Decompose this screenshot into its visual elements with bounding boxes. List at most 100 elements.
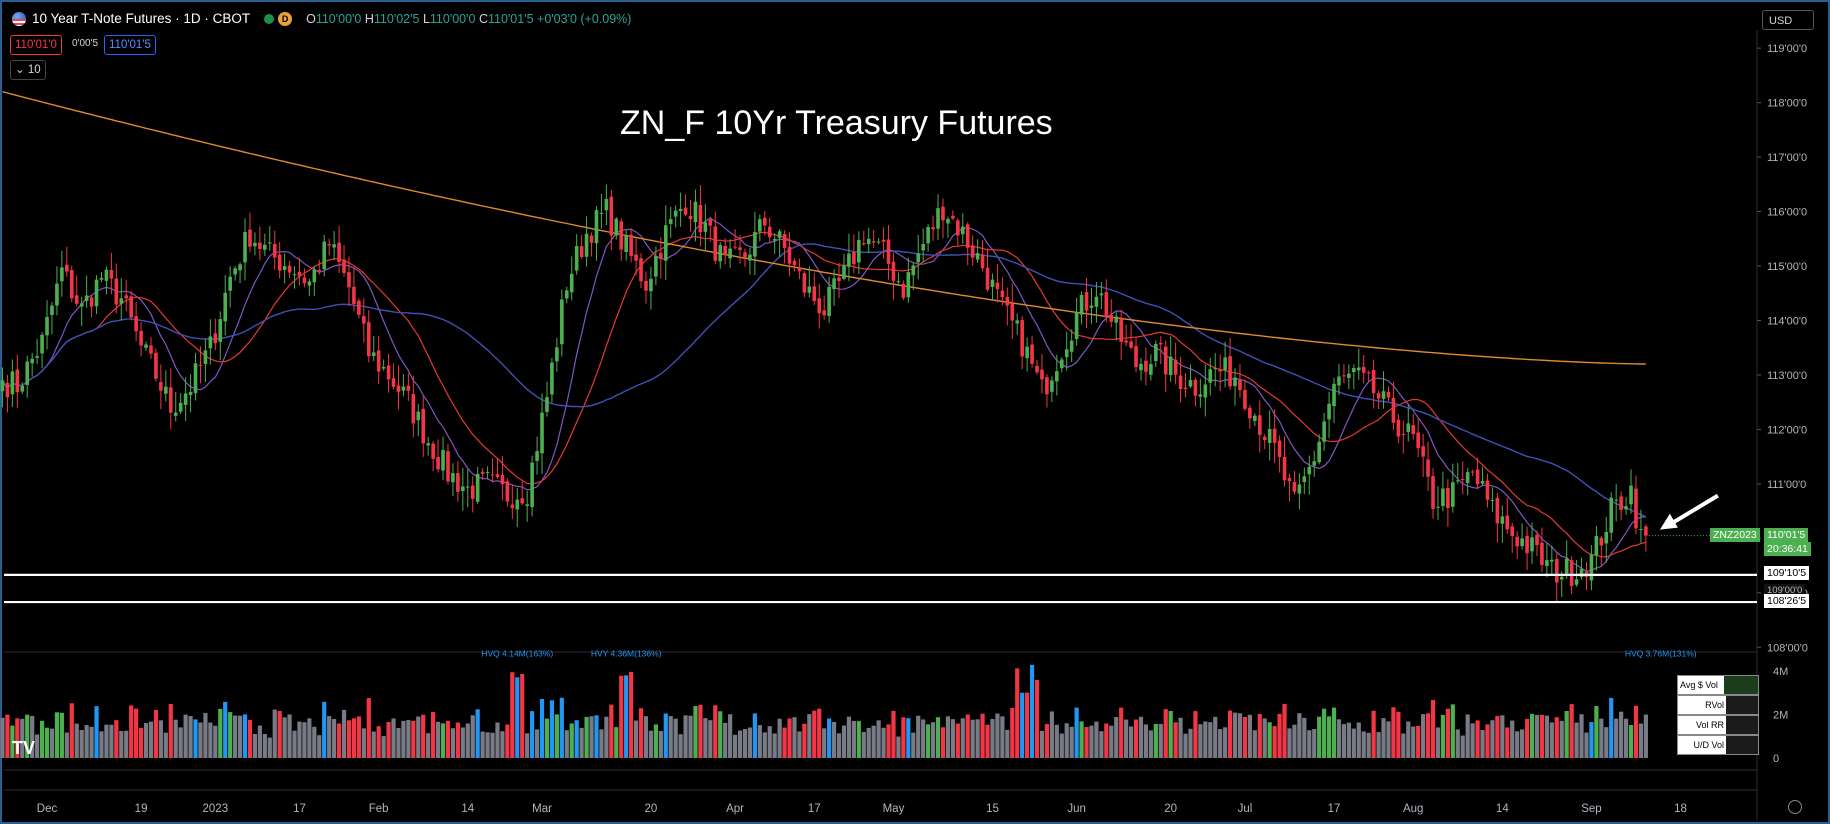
volume-bar: [327, 716, 332, 758]
volume-bar: [1485, 724, 1490, 758]
price-tick-label: 117'00'0: [1767, 152, 1807, 164]
volume-bar: [777, 718, 782, 758]
volume-bar: [381, 736, 386, 758]
candle-body: [1253, 415, 1257, 421]
stats-row: Vol RR: [1677, 715, 1759, 735]
volume-bar: [886, 724, 891, 758]
sell-price-button[interactable]: 110'01'0: [10, 35, 62, 55]
volume-bar: [703, 718, 708, 758]
candle-body: [708, 219, 713, 226]
volume-bar: [1351, 728, 1356, 758]
horizontal-levels[interactable]: [4, 535, 1757, 604]
candle-body: [1644, 526, 1648, 536]
candle-body: [485, 472, 490, 474]
candle-body: [45, 316, 49, 336]
candle-body: [639, 258, 643, 282]
candle-body: [1055, 371, 1059, 382]
volume-bar: [64, 732, 69, 758]
candle-body: [1203, 384, 1208, 398]
volume-bar: [396, 728, 401, 758]
volume-bar: [990, 719, 995, 758]
volume-bar: [510, 672, 515, 758]
candle-body: [1228, 356, 1232, 387]
candle-body: [758, 219, 762, 232]
stats-row: U/D Vol: [1677, 735, 1759, 755]
candle-body: [678, 208, 683, 211]
volume-bar: [1039, 730, 1045, 758]
candle-body: [168, 387, 173, 413]
volume-bar: [431, 712, 436, 758]
volume-bar: [1069, 726, 1074, 758]
candle-body: [980, 254, 985, 269]
candle-body: [1342, 375, 1346, 377]
volume-bar: [648, 730, 654, 758]
candle-body: [218, 319, 223, 342]
volume-annotation: HVQ 3.76M(131%): [1625, 648, 1697, 658]
volume-bar: [1614, 718, 1619, 758]
candle-body: [659, 252, 663, 260]
candle-body: [1599, 537, 1604, 546]
volume-bar: [1564, 711, 1569, 758]
volume-bar: [1495, 715, 1500, 758]
volume-bar: [1158, 723, 1163, 758]
candle-body: [1446, 487, 1450, 508]
volume-bar: [807, 714, 812, 758]
volume-bar: [228, 712, 233, 758]
candle-body: [1564, 558, 1569, 574]
candle-body: [926, 227, 930, 244]
candle-body: [332, 244, 336, 248]
volume-bar: [792, 717, 797, 758]
candle-body: [1614, 499, 1618, 501]
volume-bar: [1381, 718, 1386, 758]
volume-bar: [39, 720, 45, 758]
candle-body: [614, 218, 619, 236]
volume-bar: [198, 722, 203, 758]
candle-body: [461, 486, 465, 492]
candle-body: [525, 504, 529, 506]
currency-select[interactable]: USD: [1762, 10, 1814, 30]
candle-body: [1332, 383, 1336, 407]
volume-bar: [812, 710, 817, 758]
indicator-toggle[interactable]: ⌄ 10: [10, 60, 46, 80]
volume-bar: [1440, 714, 1446, 758]
level-label-upper: 109'10'5: [1764, 566, 1810, 580]
volume-bar: [1282, 703, 1287, 758]
candle-body: [748, 254, 752, 261]
volume-bar: [10, 725, 15, 758]
candle-body: [683, 207, 688, 215]
volume-bar: [827, 718, 832, 758]
volume-bar: [69, 703, 74, 758]
volume-bar: [1475, 720, 1480, 758]
price-tick-label: 115'00'0: [1767, 261, 1807, 273]
volume-bar: [411, 720, 416, 758]
candle-body: [871, 241, 876, 243]
volume-bar: [233, 715, 238, 758]
buy-price-button[interactable]: 110'01'5: [104, 35, 156, 55]
candle-body: [406, 385, 411, 391]
volume-bar: [1361, 731, 1366, 758]
chart-header: 10 Year T-Note Futures · 1D · CBOT D O11…: [12, 11, 631, 26]
candle-body: [965, 224, 970, 248]
stats-row: Avg $ Vol: [1677, 675, 1759, 695]
candle-body: [1149, 363, 1153, 375]
candle-body: [1535, 534, 1539, 546]
volume-bar: [1346, 722, 1351, 758]
candle-body: [975, 253, 980, 260]
volume-bar: [653, 724, 658, 758]
candle-body: [451, 473, 455, 483]
volume-bar: [148, 721, 154, 758]
candle-body: [144, 344, 148, 348]
settings-gear-icon[interactable]: [1788, 800, 1802, 814]
ohlc-readout: O110'00'0 H110'02'5 L110'00'0 C110'01'5 …: [306, 11, 632, 26]
symbol-title[interactable]: 10 Year T-Note Futures · 1D · CBOT: [32, 11, 251, 26]
volume-bar: [406, 720, 411, 758]
volume-bar: [668, 716, 673, 758]
candle-body: [312, 269, 317, 283]
volume-bar: [1638, 723, 1644, 758]
volume-bar: [1619, 711, 1624, 758]
volume-bar: [421, 714, 426, 758]
candles[interactable]: [0, 184, 1648, 602]
candle-body: [208, 336, 213, 349]
candle-body: [149, 345, 153, 354]
